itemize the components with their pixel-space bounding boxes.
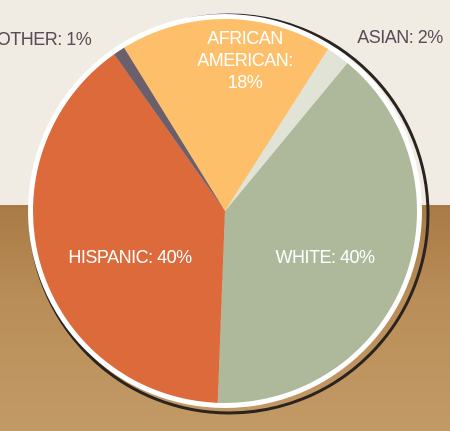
slice-label: WHITE: 40% xyxy=(275,247,375,267)
pie-slice xyxy=(217,63,418,404)
pie-slice xyxy=(114,47,225,211)
slice-label: ASIAN: 2% xyxy=(357,27,443,47)
slice-label: OTHER: 1% xyxy=(0,29,92,49)
pie-slice xyxy=(124,19,329,212)
slice-label: AFRICAN AMERICAN: 18% xyxy=(197,28,293,92)
pie-slice xyxy=(225,49,348,211)
pie-slice xyxy=(32,54,226,403)
slice-label: HISPANIC: 40% xyxy=(68,247,192,267)
